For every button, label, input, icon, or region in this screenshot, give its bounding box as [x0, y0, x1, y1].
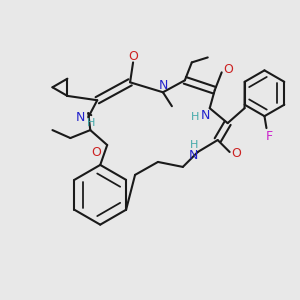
- Text: O: O: [232, 148, 242, 160]
- Text: H: H: [190, 140, 198, 150]
- Text: H: H: [190, 112, 199, 122]
- Text: F: F: [266, 130, 273, 142]
- Text: O: O: [128, 50, 138, 63]
- Text: N: N: [189, 149, 199, 163]
- Text: O: O: [224, 63, 234, 76]
- Text: H: H: [87, 118, 95, 128]
- Text: O: O: [91, 146, 101, 160]
- Text: N: N: [76, 111, 85, 124]
- Text: N: N: [201, 109, 210, 122]
- Text: N: N: [158, 79, 168, 92]
